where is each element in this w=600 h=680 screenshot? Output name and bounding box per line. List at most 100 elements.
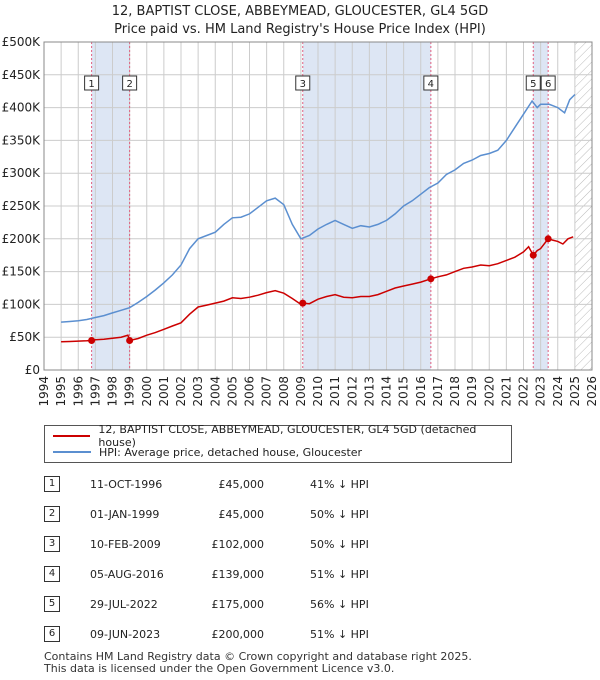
y-tick-label: £250K bbox=[2, 199, 42, 213]
footer-copyright: Contains HM Land Registry data © Crown c… bbox=[44, 650, 472, 663]
chart-subtitle: Price paid vs. HM Land Registry's House … bbox=[114, 22, 486, 37]
table-row: 4 05-AUG-2016 £139,000 51% ↓ HPI bbox=[0, 564, 600, 584]
sale-point bbox=[126, 336, 134, 344]
y-tick-label: £0 bbox=[25, 363, 40, 377]
y-tick-label: £450K bbox=[2, 68, 42, 82]
sale-hpi-diff: 50% ↓ HPI bbox=[310, 538, 369, 551]
sale-label-box bbox=[295, 75, 311, 91]
x-tick-label: 2010 bbox=[311, 376, 325, 407]
x-tick-label: 2009 bbox=[294, 376, 308, 407]
sale-price: £200,000 bbox=[211, 628, 265, 641]
sale-point bbox=[544, 235, 552, 243]
sale-hpi-diff: 50% ↓ HPI bbox=[310, 508, 369, 521]
x-tick-label: 1996 bbox=[71, 376, 85, 407]
sale-number-badge: 1 bbox=[44, 476, 60, 492]
x-tick-label: 1995 bbox=[54, 376, 68, 407]
sale-label-box bbox=[122, 75, 138, 91]
sale-point bbox=[529, 251, 537, 259]
property-price-line bbox=[61, 236, 574, 343]
x-tick-label: 2016 bbox=[414, 376, 428, 407]
table-row: 5 29-JUL-2022 £175,000 56% ↓ HPI bbox=[0, 594, 600, 614]
x-tick-label: 2005 bbox=[225, 376, 239, 407]
legend: 12, BAPTIST CLOSE, ABBEYMEAD, GLOUCESTER… bbox=[44, 423, 512, 463]
x-tick-label: 2006 bbox=[243, 376, 257, 407]
x-tick-label: 2023 bbox=[534, 376, 548, 407]
sale-point bbox=[88, 336, 96, 344]
sale-number-badge: 5 bbox=[44, 596, 60, 612]
x-tick-label: 2002 bbox=[174, 376, 188, 407]
table-row: 1 11-OCT-1996 £45,000 41% ↓ HPI bbox=[0, 474, 600, 494]
x-tick-label: 1998 bbox=[106, 376, 120, 407]
sale-hpi-diff: 51% ↓ HPI bbox=[310, 628, 369, 641]
sale-date: 11-OCT-1996 bbox=[90, 478, 163, 491]
x-tick-label: 2020 bbox=[482, 376, 496, 407]
y-tick-label: £500K bbox=[2, 35, 42, 49]
sale-label: 3 bbox=[300, 79, 306, 90]
x-tick-label: 2019 bbox=[465, 376, 479, 407]
y-tick-label: £350K bbox=[2, 133, 42, 147]
legend-swatch-property bbox=[53, 435, 91, 437]
x-tick-label: 2026 bbox=[585, 376, 599, 407]
table-row: 3 10-FEB-2009 £102,000 50% ↓ HPI bbox=[0, 534, 600, 554]
x-tick-label: 2024 bbox=[551, 376, 565, 407]
sale-point bbox=[427, 275, 435, 283]
y-tick-label: £100K bbox=[2, 297, 42, 311]
sale-price: £45,000 bbox=[218, 478, 265, 491]
legend-swatch-hpi bbox=[53, 451, 91, 453]
sale-label: 2 bbox=[126, 79, 132, 90]
table-row: 2 01-JAN-1999 £45,000 50% ↓ HPI bbox=[0, 504, 600, 524]
y-tick-label: £300K bbox=[2, 166, 42, 180]
sale-hpi-diff: 51% ↓ HPI bbox=[310, 568, 369, 581]
sale-price: £175,000 bbox=[211, 598, 265, 611]
sale-label-box bbox=[84, 75, 100, 91]
x-tick-label: 2015 bbox=[397, 376, 411, 407]
sale-label: 4 bbox=[428, 79, 434, 90]
sale-date: 10-FEB-2009 bbox=[90, 538, 161, 551]
x-tick-label: 2000 bbox=[140, 376, 154, 407]
y-tick-label: £150K bbox=[2, 265, 42, 279]
sale-hpi-diff: 41% ↓ HPI bbox=[310, 478, 369, 491]
sale-number-badge: 4 bbox=[44, 566, 60, 582]
legend-label-property: 12, BAPTIST CLOSE, ABBEYMEAD, GLOUCESTER… bbox=[98, 423, 477, 449]
hpi-line bbox=[61, 93, 576, 323]
x-tick-label: 2012 bbox=[345, 376, 359, 407]
y-tick-label: £200K bbox=[2, 232, 42, 246]
sale-label: 6 bbox=[545, 79, 551, 90]
footer: Contains HM Land Registry data © Crown c… bbox=[44, 651, 472, 675]
x-tick-label: 2001 bbox=[157, 376, 171, 407]
x-tick-label: 2017 bbox=[431, 376, 445, 407]
sale-price: £139,000 bbox=[211, 568, 265, 581]
sale-label: 1 bbox=[88, 79, 94, 90]
sale-point bbox=[299, 299, 307, 307]
x-tick-label: 2004 bbox=[208, 376, 222, 407]
sale-date: 29-JUL-2022 bbox=[90, 598, 158, 611]
x-tick-label: 2003 bbox=[191, 376, 205, 407]
x-tick-label: 2022 bbox=[517, 376, 531, 407]
x-tick-label: 2021 bbox=[499, 376, 513, 407]
sale-number-badge: 3 bbox=[44, 536, 60, 552]
sale-date: 09-JUN-2023 bbox=[90, 628, 161, 641]
sale-date: 01-JAN-1999 bbox=[90, 508, 160, 521]
legend-label-hpi: HPI: Average price, detached house, Glou… bbox=[99, 445, 363, 459]
footer-license: This data is licensed under the Open Gov… bbox=[44, 662, 395, 675]
sale-date: 05-AUG-2016 bbox=[90, 568, 164, 581]
legend-item-property: 12, BAPTIST CLOSE, ABBEYMEAD, GLOUCESTER… bbox=[53, 423, 511, 449]
sale-price: £45,000 bbox=[218, 508, 265, 521]
x-tick-label: 1994 bbox=[37, 376, 51, 407]
x-tick-label: 2013 bbox=[362, 376, 376, 407]
x-tick-label: 2018 bbox=[448, 376, 462, 407]
sale-label-box bbox=[525, 75, 541, 91]
plot-frame bbox=[43, 41, 593, 371]
sale-label-box bbox=[540, 75, 556, 91]
x-tick-label: 2007 bbox=[260, 376, 274, 407]
x-tick-label: 1999 bbox=[123, 376, 137, 407]
x-tick-label: 2008 bbox=[277, 376, 291, 407]
sale-number-badge: 2 bbox=[44, 506, 60, 522]
legend-item-hpi: HPI: Average price, detached house, Glou… bbox=[53, 444, 362, 460]
x-tick-label: 1997 bbox=[88, 376, 102, 407]
table-row: 6 09-JUN-2023 £200,000 51% ↓ HPI bbox=[0, 624, 600, 644]
price-chart: £0 £50K £100K £150K £200K £250K £300K £350K £400… bbox=[2, 35, 599, 407]
sale-label-box bbox=[423, 75, 439, 91]
x-tick-label: 2011 bbox=[328, 376, 342, 407]
y-tick-label: £400K bbox=[2, 101, 42, 115]
